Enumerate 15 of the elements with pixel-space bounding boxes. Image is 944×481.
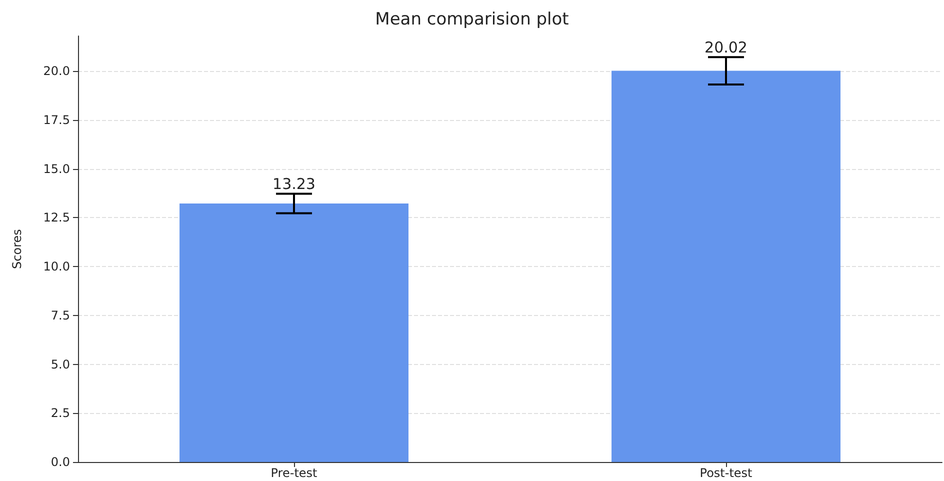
y-tick-label: 5.0 [50,357,70,372]
y-tick-label: 15.0 [43,162,70,176]
y-tick-label: 12.5 [43,210,70,225]
chart-title: Mean comparision plot [375,10,570,30]
y-axis-title: Scores [10,229,24,269]
y-tick-label: 2.5 [50,406,70,420]
y-tick-label: 20.0 [43,64,70,78]
y-tick-label: 17.5 [43,113,70,128]
data-label: 20.02 [704,38,748,57]
y-tick-label: 7.5 [50,308,70,322]
x-tick-label: Post-test [700,466,753,480]
y-tick-label: 10.0 [43,260,70,274]
data-label: 13.23 [272,175,316,194]
x-tick-label: Pre-test [270,466,318,480]
y-tick-label: 0.0 [50,455,70,469]
